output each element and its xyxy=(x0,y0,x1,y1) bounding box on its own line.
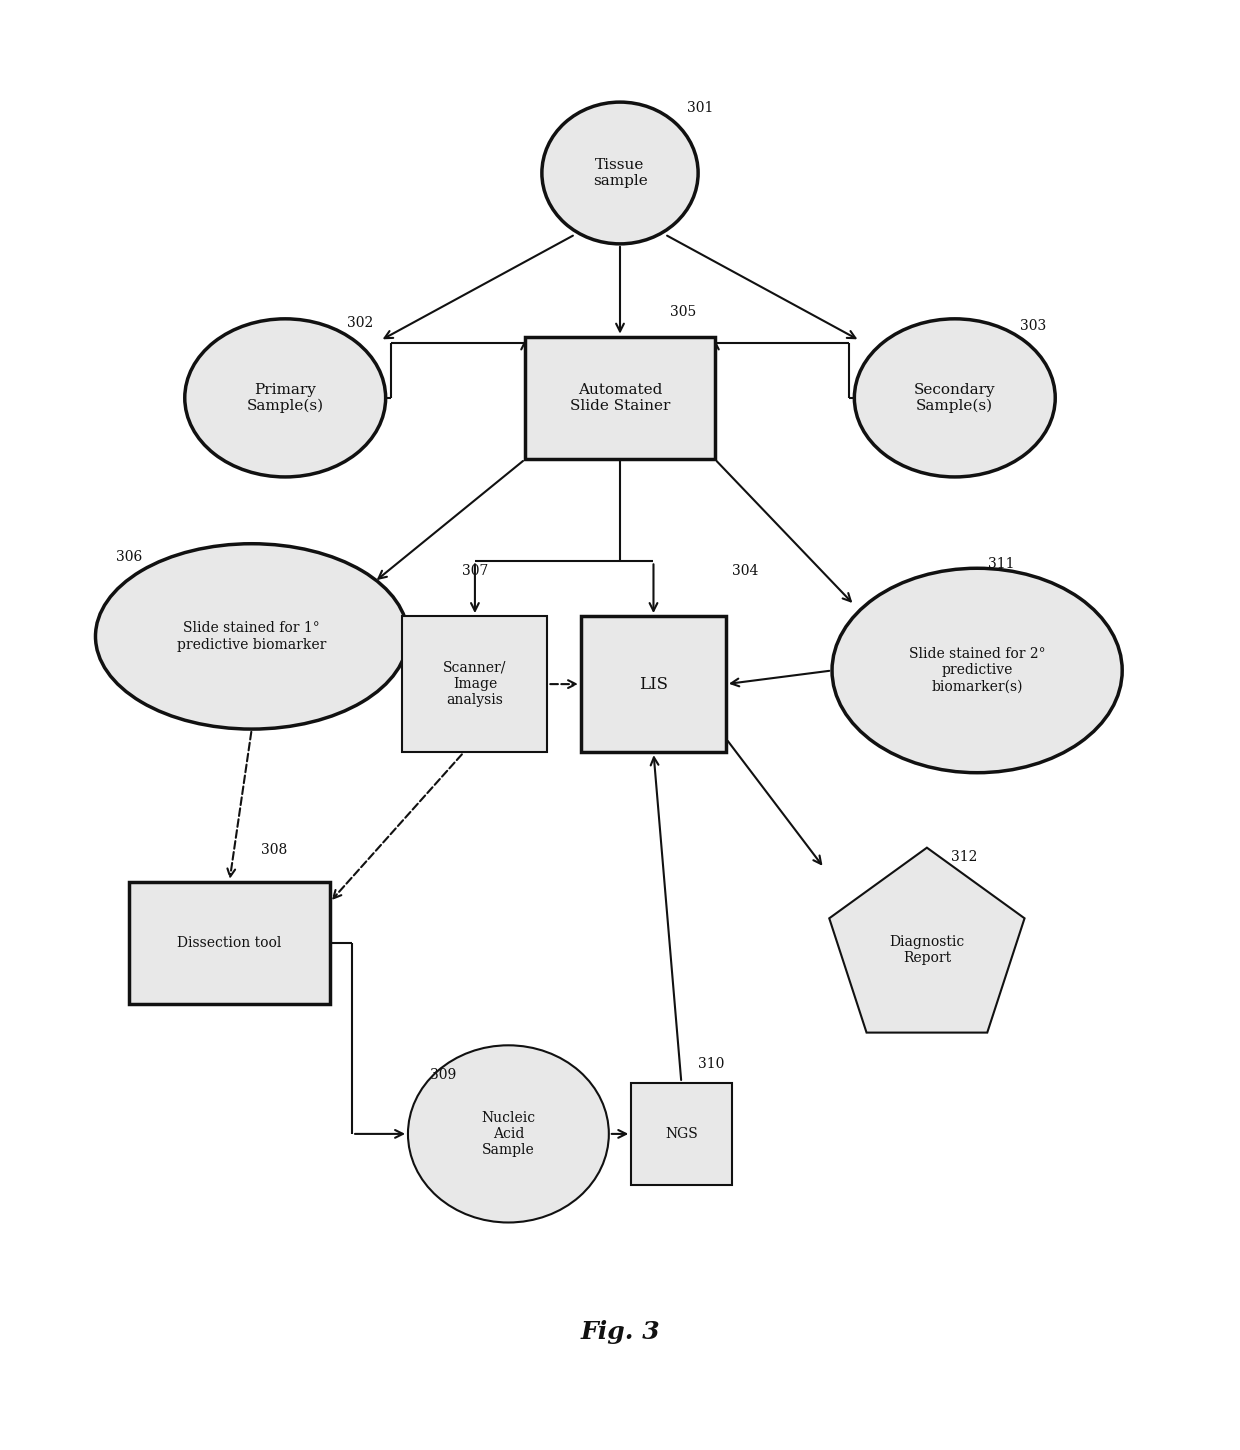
Ellipse shape xyxy=(832,568,1122,773)
Text: Primary
Sample(s): Primary Sample(s) xyxy=(247,383,324,413)
Ellipse shape xyxy=(408,1045,609,1222)
Text: Diagnostic
Report: Diagnostic Report xyxy=(889,935,965,966)
Text: 309: 309 xyxy=(430,1069,456,1082)
Ellipse shape xyxy=(542,102,698,244)
Text: Dissection tool: Dissection tool xyxy=(177,937,281,950)
FancyBboxPatch shape xyxy=(402,616,548,753)
Text: 307: 307 xyxy=(461,564,487,579)
Text: 305: 305 xyxy=(670,304,697,319)
Text: Tissue
sample: Tissue sample xyxy=(593,158,647,189)
Text: Automated
Slide Stainer: Automated Slide Stainer xyxy=(570,383,670,413)
FancyBboxPatch shape xyxy=(580,616,727,753)
Text: 310: 310 xyxy=(698,1057,724,1072)
Text: LIS: LIS xyxy=(639,676,668,693)
Text: 312: 312 xyxy=(951,850,978,864)
Text: Fig. 3: Fig. 3 xyxy=(580,1320,660,1344)
Text: 302: 302 xyxy=(346,316,373,331)
Text: Secondary
Sample(s): Secondary Sample(s) xyxy=(914,383,996,413)
Text: Nucleic
Acid
Sample: Nucleic Acid Sample xyxy=(481,1111,536,1157)
Ellipse shape xyxy=(95,544,408,729)
Text: Scanner/
Image
analysis: Scanner/ Image analysis xyxy=(443,661,507,708)
Text: Slide stained for 2°
predictive
biomarker(s): Slide stained for 2° predictive biomarke… xyxy=(909,647,1045,693)
Text: 308: 308 xyxy=(260,844,286,857)
Text: 303: 303 xyxy=(1019,319,1045,332)
Text: 301: 301 xyxy=(687,100,713,115)
FancyBboxPatch shape xyxy=(129,882,330,1005)
Text: NGS: NGS xyxy=(665,1127,698,1141)
Ellipse shape xyxy=(185,319,386,477)
FancyBboxPatch shape xyxy=(631,1083,732,1185)
Text: 311: 311 xyxy=(988,557,1014,571)
Text: Slide stained for 1°
predictive biomarker: Slide stained for 1° predictive biomarke… xyxy=(177,621,326,651)
Text: 304: 304 xyxy=(732,564,758,579)
FancyBboxPatch shape xyxy=(526,336,714,460)
Polygon shape xyxy=(830,848,1024,1032)
Text: 306: 306 xyxy=(115,551,141,564)
Ellipse shape xyxy=(854,319,1055,477)
